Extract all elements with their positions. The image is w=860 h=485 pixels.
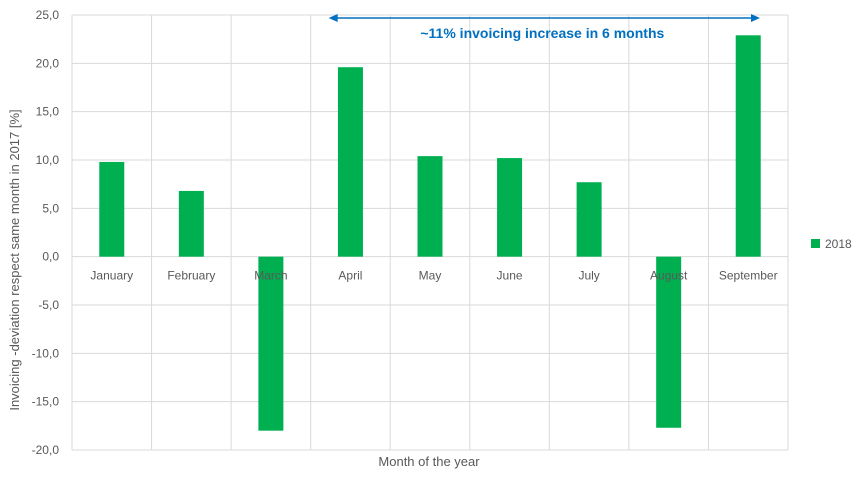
- y-tick-label: 0,0: [42, 250, 59, 264]
- bar-march: [258, 256, 284, 431]
- bar-june: [497, 158, 523, 257]
- x-tick-label: February: [167, 269, 215, 283]
- y-tick-label: 10,0: [36, 153, 60, 167]
- y-tick-label: 25,0: [36, 8, 60, 22]
- y-axis-title: Invoicing -deviation respect same month …: [7, 109, 22, 410]
- x-tick-labels: January February March April May June July Augu…: [90, 269, 777, 283]
- x-tick-label: August: [650, 269, 688, 283]
- bar-february: [178, 190, 204, 257]
- y-tick-label: -15,0: [32, 395, 60, 409]
- annotation: ~11% invoicing increase in 6 months: [328, 14, 760, 41]
- x-tick-label: April: [338, 269, 362, 283]
- y-tick-label: -20,0: [32, 443, 60, 457]
- bar-january: [99, 161, 125, 257]
- bar-may: [417, 156, 443, 257]
- bar-july: [576, 182, 602, 257]
- x-tick-label: May: [419, 269, 442, 283]
- annotation-arrowhead-right: [751, 14, 760, 22]
- x-axis-title: Month of the year: [378, 454, 480, 469]
- y-tick-label: 15,0: [36, 105, 60, 119]
- legend: 2018: [811, 237, 852, 251]
- x-tick-label: September: [719, 269, 778, 283]
- y-tick-label: -10,0: [32, 346, 60, 360]
- y-tick-label: -5,0: [38, 298, 59, 312]
- y-tick-labels: 25,0 20,0 15,0 10,0 5,0 0,0 -5,0 -10,0 -15,0 -20,…: [32, 8, 60, 457]
- x-tick-label: July: [578, 269, 599, 283]
- bar-september: [735, 35, 761, 257]
- x-tick-label: June: [497, 269, 523, 283]
- y-tick-label: 5,0: [42, 201, 59, 215]
- x-tick-label: January: [90, 269, 133, 283]
- bar-august: [656, 256, 682, 428]
- annotation-text: ~11% invoicing increase in 6 months: [420, 25, 664, 41]
- y-tick-label: 20,0: [36, 56, 60, 70]
- legend-label-2018: 2018: [825, 237, 852, 251]
- bar-april: [337, 67, 363, 257]
- x-tick-label: March: [254, 269, 287, 283]
- annotation-arrowhead-left: [328, 14, 338, 22]
- legend-swatch-2018: [811, 239, 820, 248]
- bars-layer: [99, 35, 761, 431]
